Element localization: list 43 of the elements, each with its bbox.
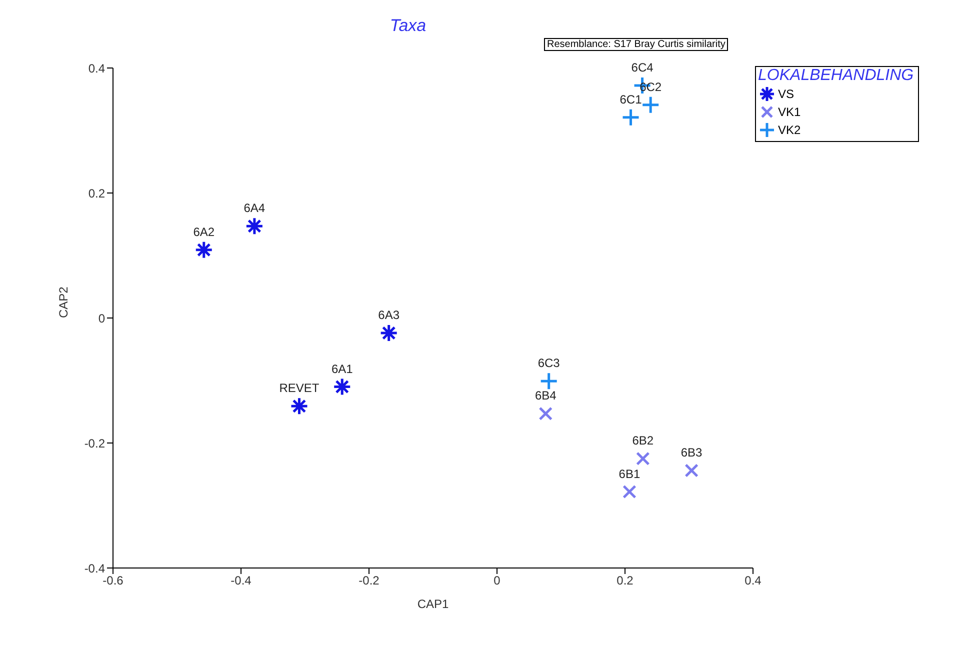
point xyxy=(245,216,264,236)
y-tick-label: -0.2 xyxy=(84,436,106,450)
y-tick-label: -0.4 xyxy=(84,561,106,576)
point xyxy=(332,378,352,396)
legend-label: VK2 xyxy=(778,123,801,137)
text: Resemblance: S17 Bray Curtis similarity xyxy=(544,38,728,51)
x-tick-label: -0.4 xyxy=(230,574,252,588)
annotation: 6B1 xyxy=(618,466,640,481)
legend-title: LOKALBEHANDLING xyxy=(758,67,914,85)
annotation: REVET xyxy=(279,381,320,396)
point xyxy=(636,452,650,466)
annotation: 6C4 xyxy=(631,60,654,74)
point xyxy=(684,464,698,478)
point xyxy=(538,406,553,421)
point xyxy=(622,108,640,127)
point xyxy=(641,96,660,114)
annotation: 6B4 xyxy=(534,388,557,403)
point xyxy=(622,484,636,499)
x-tick-label: 0 xyxy=(494,574,501,588)
x-tick-label: 0.2 xyxy=(616,574,634,588)
y-tick-label: 0.4 xyxy=(88,61,106,76)
point xyxy=(194,240,214,260)
x-tick-label: -0.2 xyxy=(358,574,380,588)
y-axis-title: CAP2 xyxy=(56,286,70,318)
point xyxy=(290,396,308,416)
point xyxy=(380,324,398,342)
legend-label: VK1 xyxy=(778,105,801,119)
annotation: 6C3 xyxy=(538,356,560,370)
annotation: 6B2 xyxy=(632,434,654,448)
x-tick-label: -0.6 xyxy=(102,574,124,588)
annotation: 6A2 xyxy=(193,224,215,239)
y-tick-label: 0.2 xyxy=(88,186,106,200)
annotation: 6A4 xyxy=(244,201,266,216)
annotation: 6A3 xyxy=(378,308,400,322)
y-tick-label: 0 xyxy=(98,311,106,326)
annotation: 6A1 xyxy=(331,362,354,376)
point xyxy=(540,372,558,390)
x-tick-label: 0.4 xyxy=(744,574,762,588)
annotation: 6B3 xyxy=(680,446,703,460)
annotation: 6C1 xyxy=(620,92,642,106)
legend-label: VS xyxy=(778,87,794,101)
chart-title: Taxa xyxy=(388,16,428,36)
x-axis-title: CAP1 xyxy=(417,597,449,611)
